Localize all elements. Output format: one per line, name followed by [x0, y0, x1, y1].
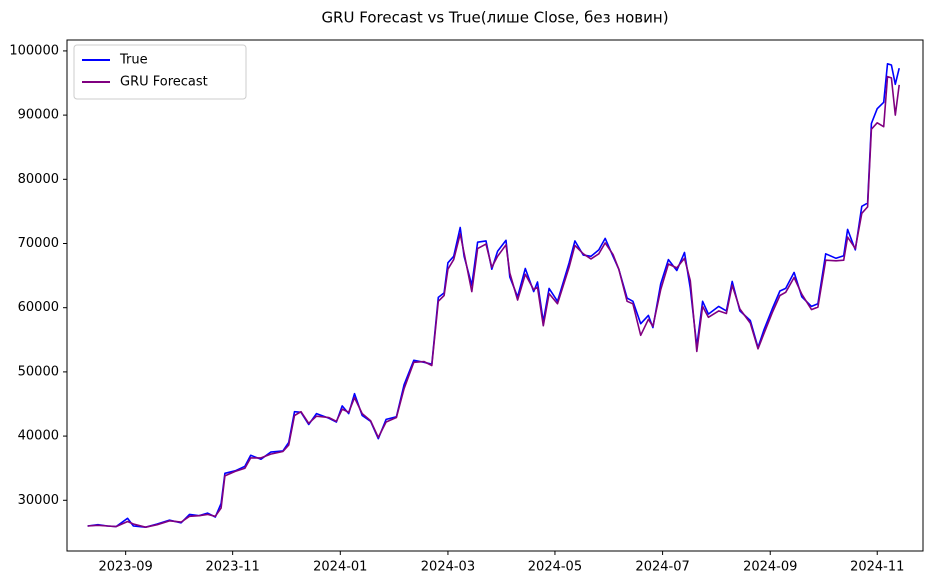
- y-tick-label: 90000: [18, 108, 59, 123]
- y-tick-label: 100000: [9, 43, 59, 58]
- x-tick-label: 2024-01: [313, 560, 367, 575]
- y-tick-label: 70000: [18, 236, 59, 251]
- legend-box: [73, 44, 247, 100]
- x-tick-label: 2023-09: [98, 560, 152, 575]
- y-tick-label: 60000: [18, 300, 59, 315]
- x-tick-label: 2024-09: [743, 560, 797, 575]
- legend-label: True: [119, 53, 148, 68]
- y-tick-label: 30000: [18, 493, 59, 508]
- chart-title: GRU Forecast vs True(лише Close, без нов…: [321, 9, 668, 27]
- x-tick-label: 2024-07: [635, 560, 689, 575]
- x-tick-label: 2024-03: [421, 560, 475, 575]
- y-tick-label: 40000: [18, 429, 59, 444]
- y-tick-label: 80000: [18, 172, 59, 187]
- series-line: [87, 63, 900, 528]
- x-tick-label: 2023-11: [205, 560, 259, 575]
- series-line: [87, 75, 900, 528]
- legend-label: GRU Forecast: [120, 75, 208, 90]
- x-tick-label: 2024-05: [528, 560, 582, 575]
- y-tick-label: 50000: [18, 364, 59, 379]
- plot-frame: [66, 39, 924, 552]
- x-tick-label: 2024-11: [850, 560, 904, 575]
